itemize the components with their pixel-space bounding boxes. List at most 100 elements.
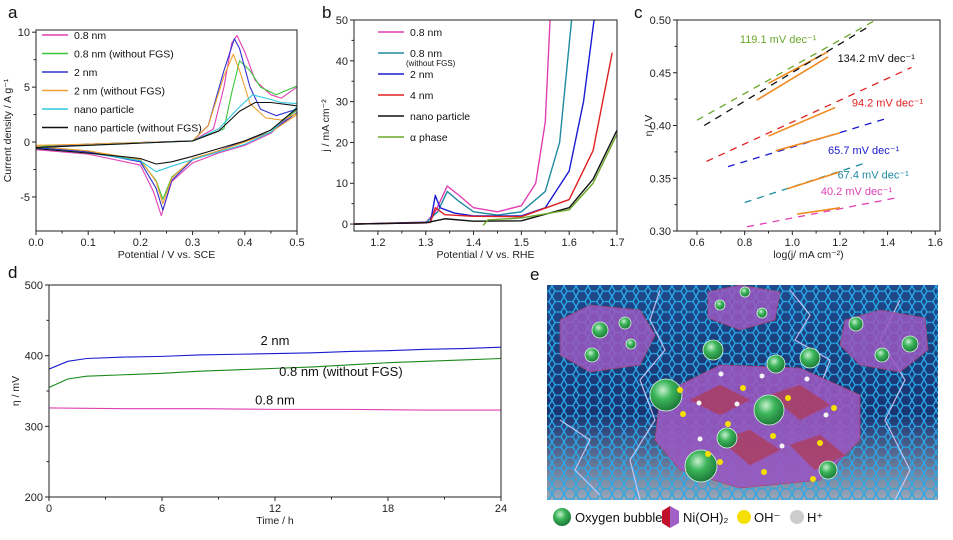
- plot-area: [49, 346, 501, 411]
- series-line: [354, 20, 573, 225]
- legend-label: 0.8 nm: [74, 30, 106, 42]
- y-tick-label: 200: [25, 492, 43, 504]
- nickel-hydroxide-icon-face: [670, 506, 679, 528]
- panel-label-c: c: [634, 3, 643, 22]
- legend-sublabel: (without FGS): [406, 59, 456, 68]
- schematic-legend: Oxygen bubble Ni(OH)₂ OH⁻ H⁺: [553, 506, 823, 528]
- x-tick-label: 1.6: [562, 237, 577, 249]
- series-line: [36, 53, 297, 205]
- tafel-slope-label: 94.2 mV dec⁻¹: [852, 98, 924, 110]
- y-tick-label: 10: [336, 178, 348, 190]
- x-tick-label: 0.8: [737, 237, 752, 249]
- charts: 0.0 0.1 0.2 0.3 0.4 0.5 -5 0 5 10 Potential / V vs…: [2, 15, 943, 527]
- plot-frame: [48, 284, 502, 498]
- x-tick-label: 1.7: [609, 237, 624, 249]
- tafel-slope-label: 67.4 mV dec⁻¹: [838, 169, 910, 181]
- series-label: 0.8 nm: [255, 392, 295, 407]
- y-tick-label: 0.40: [650, 121, 671, 133]
- y-tick-label: 40: [336, 56, 348, 68]
- tafel-fit-segment: [775, 132, 841, 152]
- schematic-legend-label: H⁺: [807, 510, 823, 525]
- y-tick-label: 10: [18, 27, 30, 39]
- tafel-slope-label: 40.2 mV dec⁻¹: [821, 186, 893, 198]
- x-tick-label: 1.4: [880, 237, 895, 249]
- plot-area: [696, 20, 912, 228]
- y-tick-label: 5: [24, 82, 30, 94]
- legend-label: nano particle (without FGS): [74, 123, 202, 135]
- x-tick-label: 1.2: [832, 237, 847, 249]
- legend-label: nano particle: [410, 111, 470, 123]
- legend-label: 2 nm: [410, 69, 434, 81]
- legend-label: 0.8 nm (without FGS): [74, 49, 174, 61]
- protons: [696, 371, 829, 449]
- y-tick-label: 0.45: [650, 68, 671, 80]
- y-tick-label: 20: [336, 137, 348, 149]
- y-tick-label: 500: [25, 280, 43, 292]
- legend-label: α phase: [410, 132, 448, 144]
- plot-area: [354, 20, 617, 226]
- x-tick-label: 0.1: [81, 237, 96, 249]
- y-tick-label: 0: [342, 219, 348, 231]
- x-tick-label: 6: [159, 503, 165, 515]
- y-axis-label: j / mA cm⁻²: [320, 99, 332, 153]
- x-tick-label: 0.6: [689, 237, 704, 249]
- tafel-line: [696, 20, 876, 121]
- y-tick-label: -5: [20, 192, 30, 204]
- panel-label-d: d: [8, 263, 17, 282]
- y-axis-label: η / mV: [10, 376, 22, 406]
- series-line: [36, 101, 297, 165]
- x-tick-label: 1.6: [928, 237, 943, 249]
- oxygen-bubbles: [584, 286, 919, 483]
- y-tick-label: 0: [24, 137, 30, 149]
- x-axis-label: log(j/ mA cm⁻²): [773, 249, 843, 261]
- x-tick-label: 0.3: [185, 237, 200, 249]
- y-tick-label: 300: [25, 421, 43, 433]
- tafel-slope-label: 65.7 mV dec⁻¹: [828, 145, 900, 157]
- tafel-slope-label: 134.2 mV dec⁻¹: [838, 53, 916, 65]
- panel-label-e: e: [530, 265, 539, 284]
- x-axis-label: Time / h: [256, 515, 294, 527]
- schematic-illustration: [547, 285, 938, 500]
- series-line: [49, 407, 501, 411]
- proton-icon: [790, 510, 804, 524]
- x-tick-label: 24: [495, 503, 507, 515]
- legend-label: 2 nm: [74, 67, 98, 79]
- legend-label: 4 nm: [410, 90, 434, 102]
- series-line: [49, 357, 501, 388]
- plot-frame: [676, 19, 941, 232]
- hydroxide-ions: [677, 385, 837, 482]
- chart-d: 0 6 12 18 24 200 300 400 500 Time / h η / mV 2 nm 0.…: [10, 280, 507, 527]
- panel-label-a: a: [8, 3, 18, 22]
- x-axis-label: Potential / V vs. RHE: [436, 249, 534, 261]
- nickel-hydroxide-icon: [662, 506, 670, 528]
- series-line: [354, 52, 613, 225]
- tafel-line: [703, 24, 872, 127]
- x-tick-label: 1.3: [418, 237, 433, 249]
- tafel-line: [746, 196, 900, 228]
- y-tick-label: 50: [336, 15, 348, 27]
- plot-frame: [35, 29, 298, 232]
- tafel-line: [706, 66, 912, 162]
- x-tick-label: 1.2: [370, 237, 385, 249]
- tafel-fit-segment: [796, 206, 841, 215]
- tafel-fit-segment: [756, 56, 829, 101]
- y-tick-label: 0.35: [650, 173, 671, 185]
- schematic-legend-label: Oxygen bubble: [575, 510, 662, 525]
- x-tick-label: 0.0: [28, 237, 43, 249]
- tafel-fit-segment: [768, 106, 836, 137]
- x-axis-label: Potential / V vs. SCE: [118, 249, 215, 261]
- x-tick-label: 0.4: [237, 237, 252, 249]
- hydroxide-icon: [737, 510, 751, 524]
- series-label: 0.8 nm (without FGS): [279, 364, 403, 379]
- x-tick-label: 1.0: [785, 237, 800, 249]
- y-tick-label: 0.50: [650, 15, 671, 27]
- x-tick-label: 0: [46, 503, 52, 515]
- legend-label: 0.8 nm: [410, 27, 442, 39]
- tafel-slope-label: 119.1 mV dec⁻¹: [740, 34, 817, 46]
- x-tick-label: 1.4: [466, 237, 481, 249]
- x-tick-label: 0.2: [133, 237, 148, 249]
- series-line: [482, 133, 617, 226]
- y-axis-label: η / V: [643, 115, 655, 137]
- series-line: [354, 129, 617, 225]
- tafel-line: [744, 162, 864, 204]
